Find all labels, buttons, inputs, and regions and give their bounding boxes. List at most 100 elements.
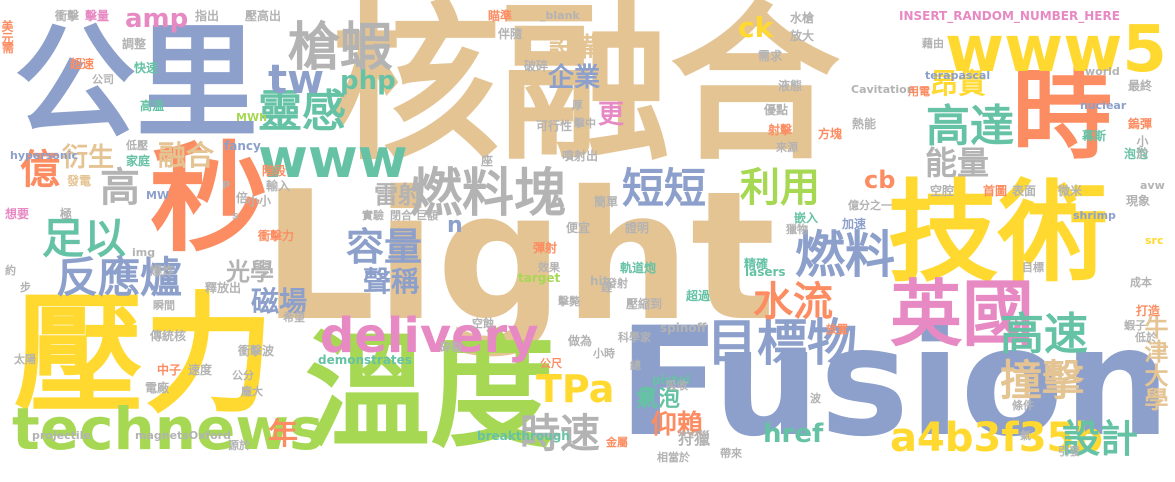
word-16: 槍蝦 bbox=[288, 18, 393, 78]
word-133: 加速 bbox=[842, 217, 867, 231]
word-32: 容量 bbox=[346, 225, 423, 269]
word-136: 倍 bbox=[236, 191, 249, 205]
word-21: a4b3f35b bbox=[890, 415, 1103, 461]
word-19: 高速 bbox=[1000, 309, 1088, 360]
word-9: www5 bbox=[945, 13, 1167, 87]
word-95: 最終 bbox=[1128, 79, 1153, 93]
word-121: 極 bbox=[60, 207, 73, 221]
word-171: 公分 bbox=[232, 369, 254, 382]
word-117: 低壓 bbox=[126, 139, 148, 152]
word-74: demonstrates bbox=[318, 353, 412, 367]
word-31: 利用 bbox=[740, 165, 820, 211]
word-65: MWh bbox=[236, 111, 267, 124]
word-105: 公司 bbox=[92, 73, 114, 86]
word-120: 想要 bbox=[5, 207, 30, 221]
word-125: 輸入 bbox=[266, 179, 291, 193]
word-30: tw bbox=[268, 57, 325, 103]
word-13: www bbox=[258, 127, 408, 190]
word-49: href bbox=[763, 419, 824, 449]
word-122: 噴射出 bbox=[562, 149, 599, 163]
word-170: 電廠 bbox=[145, 381, 170, 395]
word-151: 發射 bbox=[606, 277, 628, 290]
word-48: 磁場 bbox=[251, 285, 308, 318]
word-3: 公里 bbox=[14, 12, 258, 154]
word-78: shrimp bbox=[1073, 209, 1116, 222]
word-165: 科學家 bbox=[618, 331, 651, 344]
word-180: 氣 bbox=[1020, 429, 1031, 442]
word-38: 衍生 bbox=[62, 143, 115, 173]
word-37: 融合 bbox=[158, 139, 215, 172]
word-164: 做為 bbox=[568, 334, 593, 348]
word-175: 小時 bbox=[593, 347, 615, 360]
word-159: 蝦子 bbox=[1124, 319, 1146, 332]
word-28: 時速 bbox=[520, 411, 600, 457]
word-71: hit bbox=[590, 274, 609, 288]
word-10: 英國 bbox=[890, 272, 1035, 356]
word-42: 昂貴 bbox=[930, 67, 987, 100]
word-47: 光學 bbox=[226, 258, 274, 286]
word-70: target bbox=[518, 271, 561, 285]
word-109: 厚 bbox=[572, 99, 583, 112]
word-91: 放大 bbox=[790, 29, 815, 43]
word-108: 擊中 bbox=[574, 117, 596, 130]
word-186: 希望 bbox=[283, 311, 305, 324]
word-141: 彈射 bbox=[533, 241, 558, 255]
word-160: 低於 bbox=[1135, 331, 1157, 344]
word-12: delivery bbox=[320, 308, 539, 364]
word-96: 鎢彈 bbox=[1128, 117, 1153, 131]
word-150: 效果 bbox=[538, 261, 560, 274]
word-139: 巨額 bbox=[416, 209, 438, 222]
word-130: 表面 bbox=[1012, 184, 1037, 198]
word-46: 聲稱 bbox=[363, 265, 420, 298]
word-82: s bbox=[232, 209, 239, 222]
word-146: 步 bbox=[20, 281, 31, 294]
word-27: 水流 bbox=[753, 279, 833, 325]
word-41: 更 bbox=[598, 100, 625, 130]
word-22: 短短 bbox=[622, 164, 707, 213]
word-124: 階段 bbox=[262, 164, 287, 178]
word-178: 波 bbox=[810, 392, 821, 405]
word-85: 擊量 bbox=[85, 9, 110, 23]
word-29: 設計 bbox=[1062, 417, 1139, 461]
word-128: 空腔 bbox=[930, 184, 955, 198]
word-156: 目標 bbox=[1022, 261, 1044, 274]
word-80: avw bbox=[1140, 179, 1165, 192]
word-0: 核融合 bbox=[330, 0, 841, 184]
word-144: 精確 bbox=[744, 257, 769, 271]
word-60: terapascal bbox=[925, 69, 991, 82]
word-173: 碎裂 bbox=[440, 341, 462, 354]
word-166: 放置 bbox=[826, 323, 848, 336]
word-100: 小於 bbox=[1135, 135, 1149, 159]
word-36: 牛津大學 bbox=[1140, 315, 1168, 411]
word-4: 壓力 bbox=[14, 279, 275, 431]
word-62: nuclear bbox=[1080, 99, 1127, 112]
word-132: 億分之一 bbox=[848, 199, 892, 212]
word-181: 源於 bbox=[228, 439, 250, 452]
word-58: INSERT_RANDOM_NUMBER_HERE bbox=[899, 9, 1120, 23]
word-99: 現象 bbox=[1126, 194, 1151, 208]
word-123: 座 bbox=[481, 154, 494, 168]
word-187: 鋰 bbox=[601, 281, 612, 294]
word-179: 條件 bbox=[1012, 399, 1034, 412]
word-145: 約 bbox=[5, 264, 16, 277]
word-182: 金屬 bbox=[606, 436, 628, 449]
word-54: n bbox=[447, 213, 463, 238]
word-140: 衝擊力 bbox=[258, 229, 295, 243]
word-68: _blank bbox=[540, 9, 580, 22]
word-61: world bbox=[1085, 65, 1120, 78]
word-63: hypersonic bbox=[10, 149, 78, 162]
word-25: 撞擊 bbox=[1000, 356, 1085, 405]
word-52: cb bbox=[864, 166, 896, 194]
word-88: 瞄準 bbox=[488, 9, 513, 23]
word-66: MW bbox=[146, 189, 170, 202]
word-14: 燃料塊 bbox=[410, 164, 567, 224]
word-115: 熱能 bbox=[852, 117, 877, 131]
word-43: php bbox=[340, 66, 396, 96]
word-168: 中子 bbox=[157, 363, 182, 377]
word-73: pistol bbox=[652, 373, 690, 387]
word-84: 衝擊 bbox=[55, 9, 80, 23]
word-8: 時 bbox=[1012, 56, 1112, 173]
word-153: 超過 bbox=[686, 289, 711, 303]
word-56: 氣泡 bbox=[636, 387, 681, 412]
